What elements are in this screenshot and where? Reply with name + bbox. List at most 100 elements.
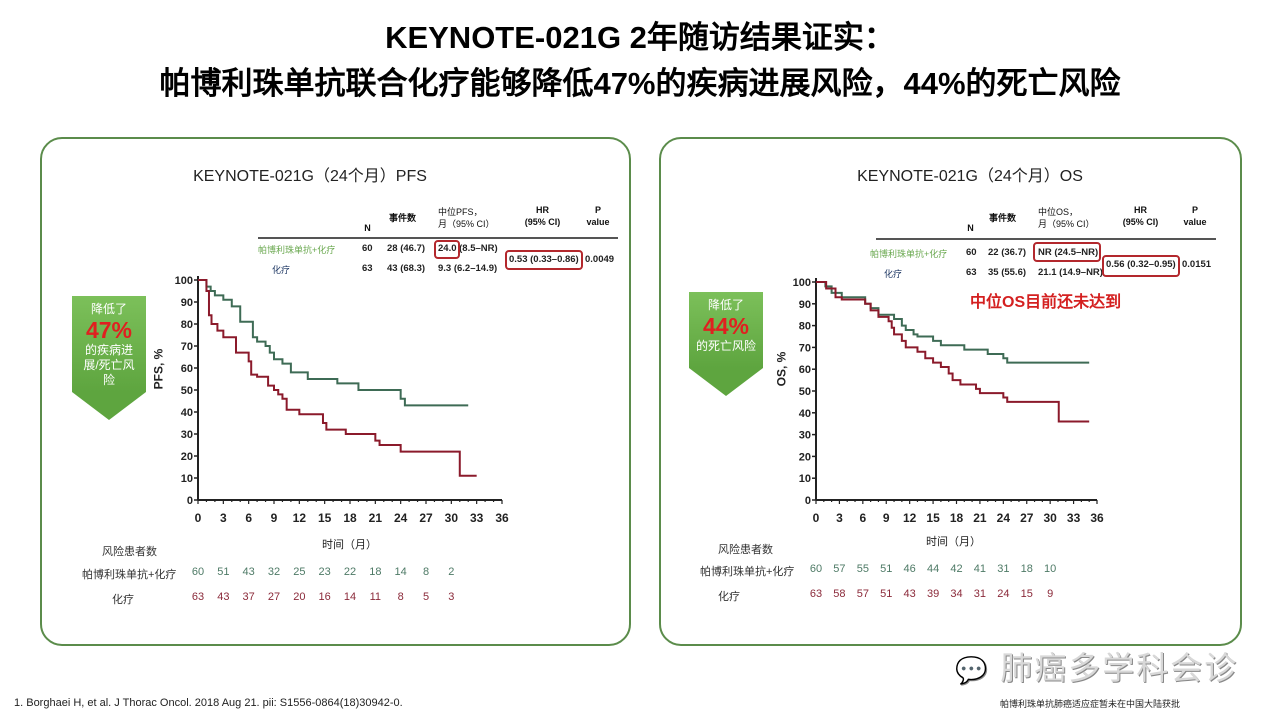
os-risk-row2-label: 化疗: [718, 591, 740, 603]
badge-percent: 47%: [85, 317, 133, 343]
badge-percent: 44%: [702, 313, 750, 339]
badge-arrow-icon: [72, 392, 146, 420]
pfs-risk-count: 14: [394, 566, 407, 578]
wechat-icon: 💬: [955, 655, 990, 685]
os-risk-count: 15: [1020, 588, 1033, 600]
pfs-th-hr: HR (95% CI): [524, 205, 561, 227]
pfs-row2-median: 9.3 (6.2–14.9): [438, 263, 498, 274]
pfs-risk-count: 43: [242, 566, 255, 578]
pfs-median-highlight: [434, 240, 460, 259]
pfs-row2-events: 43 (68.3): [387, 263, 426, 274]
os-row2-events: 35 (55.6): [988, 267, 1027, 278]
badge-arrow-icon: [689, 368, 763, 396]
pfs-risk-header: 风险患者数: [102, 546, 157, 558]
os-hr-highlight: [1102, 255, 1180, 277]
os-x-axis-label: 时间（月）: [926, 536, 981, 548]
os-p: 0.0151: [1182, 259, 1212, 270]
os-risk-count: 51: [880, 563, 893, 575]
os-row1-events: 22 (36.7): [988, 247, 1027, 258]
pfs-row1-n: 60: [362, 243, 373, 254]
os-risk-count: 42: [950, 563, 963, 575]
pfs-risk-count: 18: [369, 566, 382, 578]
os-row1-n: 60: [966, 247, 977, 258]
pfs-y-axis-label: PFS, %: [151, 348, 166, 390]
os-risk-count: 18: [1020, 563, 1033, 575]
os-th-n: N: [967, 223, 974, 233]
pfs-risk-count: 8: [397, 591, 404, 603]
badge-bottom-text: 的死亡风险: [695, 339, 756, 353]
pfs-x-axis-label: 时间（月）: [322, 539, 377, 551]
os-th-events: 事件数: [988, 213, 1016, 223]
pfs-row1-median: 24.0 (8.5–NR): [438, 243, 498, 254]
pfs-row2-n: 63: [362, 263, 373, 274]
badge-top-text: 降低了: [707, 298, 744, 312]
pfs-th-events: 事件数: [388, 213, 416, 223]
pfs-p: 0.0049: [585, 254, 615, 265]
watermark-text: 肺癌多学科会诊: [1000, 650, 1239, 686]
os-y-axis-label: OS, %: [774, 351, 789, 387]
os-risk-count: 9: [1047, 588, 1054, 600]
os-row1-median: NR (24.5–NR): [1038, 247, 1099, 258]
os-row1-label: 帕博利珠单抗+化疗: [870, 249, 948, 259]
pfs-risk-count: 8: [422, 566, 430, 578]
pfs-panel-title: KEYNOTE-021G（24个月）PFS: [193, 168, 427, 185]
os-panel-title: KEYNOTE-021G（24个月）OS: [857, 168, 1083, 185]
slide-title-line1: KEYNOTE-021G 2年随访结果证实：: [385, 20, 895, 55]
pfs-risk-reduction-badge: 降低了 47% 的疾病进展/死亡风险: [72, 296, 146, 420]
pfs-row1-label: 帕博利珠单抗+化疗: [258, 245, 336, 255]
os-risk-count: 24: [997, 588, 1010, 600]
os-table-rule: [876, 238, 1216, 240]
pfs-risk-count: 22: [343, 566, 357, 578]
pfs-risk-count: 5: [422, 591, 430, 603]
pfs-panel: [40, 137, 631, 646]
os-th-hr: HR (95% CI): [1122, 205, 1159, 227]
badge-top-text: 降低了: [90, 302, 127, 316]
pfs-risk-count: 23: [318, 566, 331, 578]
pfs-risk-count: 37: [242, 591, 255, 603]
badge-bottom-text: 的疾病进展/死亡风险: [83, 343, 135, 387]
pfs-risk-count: 51: [217, 566, 230, 578]
os-panel: [659, 137, 1242, 646]
os-risk-row1-label: 帕博利珠单抗+化疗: [700, 566, 795, 578]
os-risk-count: 39: [926, 588, 940, 600]
os-risk-count: 31: [973, 588, 987, 600]
os-row2-label: 化疗: [884, 269, 903, 279]
pfs-th-p: P value: [586, 205, 610, 227]
os-risk-count: 31: [997, 563, 1010, 575]
pfs-risk-count: 63: [191, 591, 205, 603]
os-hr: 0.56 (0.32–0.95): [1106, 259, 1176, 270]
os-risk-count: 44: [926, 563, 940, 575]
os-row2-median: 21.1 (14.9–NR): [1038, 267, 1103, 278]
pfs-risk-count: 16: [318, 591, 331, 603]
os-median-highlight: [1033, 242, 1101, 262]
os-median-annotation: 中位OS目前还未达到: [970, 294, 1122, 311]
pfs-risk-count: 3: [448, 591, 455, 603]
pfs-th-n: N: [364, 223, 371, 233]
pfs-hr-highlight: [505, 250, 583, 270]
os-risk-count: 60: [809, 563, 823, 575]
pfs-risk-count: 43: [217, 591, 230, 603]
os-risk-count: 10: [1044, 563, 1057, 575]
os-row2-n: 63: [966, 267, 977, 278]
pfs-risk-count: 2: [448, 566, 455, 578]
footnote: 1. Borghaei H, et al. J Thorac Oncol. 20…: [14, 697, 403, 709]
watermark: 💬 肺癌多学科会诊: [955, 643, 1238, 689]
pfs-risk-count: 32: [267, 566, 281, 578]
pfs-risk-row1-label: 帕博利珠单抗+化疗: [82, 569, 177, 581]
pfs-risk-count: 11: [369, 591, 382, 603]
os-risk-header: 风险患者数: [718, 544, 773, 556]
os-th-median: 中位OS， 月（95% CI）: [1038, 207, 1095, 229]
disclaimer: 帕博利珠单抗肺癌适应症暂未在中国大陆获批: [1000, 699, 1181, 709]
os-risk-count: 57: [856, 588, 869, 600]
os-risk-count: 34: [950, 588, 963, 600]
os-risk-count: 43: [903, 588, 916, 600]
pfs-risk-count: 27: [267, 591, 281, 603]
os-th-p: P value: [1183, 205, 1207, 227]
pfs-risk-count: 14: [343, 591, 357, 603]
os-risk-count: 46: [903, 563, 916, 575]
os-risk-count: 55: [856, 563, 869, 575]
pfs-risk-count: 20: [293, 591, 306, 603]
os-risk-count: 63: [809, 588, 823, 600]
pfs-table-rule: [258, 237, 618, 239]
pfs-risk-count: 25: [293, 566, 306, 578]
